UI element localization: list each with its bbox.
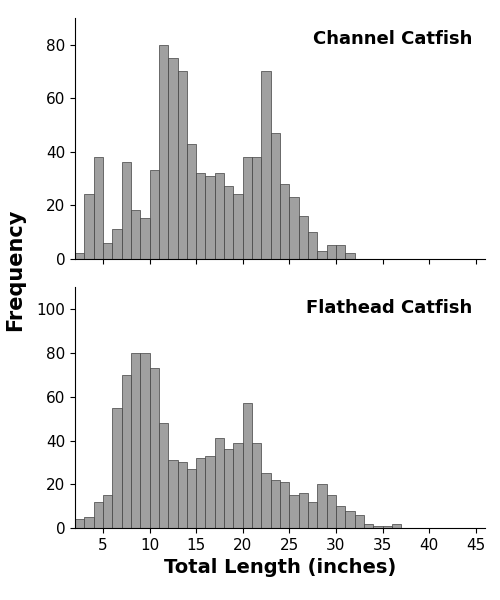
Bar <box>150 170 159 259</box>
Bar <box>206 176 215 259</box>
Bar <box>196 458 205 528</box>
Bar <box>159 45 168 259</box>
Bar <box>345 511 354 528</box>
Bar <box>262 473 270 528</box>
Bar <box>187 143 196 259</box>
Bar <box>94 502 103 528</box>
Text: Channel Catfish: Channel Catfish <box>314 30 472 48</box>
Bar <box>373 526 382 528</box>
Bar <box>280 184 289 259</box>
Bar <box>354 515 364 528</box>
Text: Frequency: Frequency <box>5 209 25 331</box>
Bar <box>112 229 122 259</box>
Bar <box>187 469 196 528</box>
Bar <box>196 173 205 259</box>
Bar <box>326 245 336 259</box>
Bar <box>122 375 131 528</box>
Bar <box>308 232 318 259</box>
Bar <box>103 495 113 528</box>
Bar <box>140 353 149 528</box>
Bar <box>75 253 85 259</box>
Bar <box>112 408 122 528</box>
Bar <box>318 251 326 259</box>
Bar <box>298 493 308 528</box>
Bar <box>122 163 131 259</box>
Bar <box>140 218 149 259</box>
Bar <box>103 242 113 259</box>
Bar <box>224 187 234 259</box>
Bar <box>234 443 242 528</box>
Bar <box>84 194 94 259</box>
Bar <box>94 157 103 259</box>
Text: Flathead Catfish: Flathead Catfish <box>306 299 472 317</box>
Bar <box>252 157 262 259</box>
Bar <box>364 524 373 528</box>
Bar <box>382 526 392 528</box>
Bar <box>290 495 298 528</box>
Bar <box>168 460 177 528</box>
Bar <box>215 439 224 528</box>
Bar <box>345 253 354 259</box>
Bar <box>150 368 159 528</box>
Bar <box>270 480 280 528</box>
Bar <box>308 502 318 528</box>
X-axis label: Total Length (inches): Total Length (inches) <box>164 558 396 577</box>
Bar <box>131 353 140 528</box>
Bar <box>178 463 187 528</box>
Bar <box>336 506 345 528</box>
Bar <box>290 197 298 259</box>
Bar <box>75 519 85 528</box>
Bar <box>298 216 308 259</box>
Bar <box>392 524 401 528</box>
Bar <box>270 133 280 259</box>
Bar <box>326 495 336 528</box>
Bar <box>242 157 252 259</box>
Bar <box>318 484 326 528</box>
Bar <box>234 194 242 259</box>
Bar <box>168 58 177 259</box>
Bar <box>178 71 187 259</box>
Bar <box>131 211 140 259</box>
Bar <box>159 423 168 528</box>
Bar <box>206 456 215 528</box>
Bar <box>262 71 270 259</box>
Bar <box>215 173 224 259</box>
Bar <box>280 482 289 528</box>
Bar <box>336 245 345 259</box>
Bar <box>84 517 94 528</box>
Bar <box>224 449 234 528</box>
Bar <box>252 443 262 528</box>
Bar <box>242 403 252 528</box>
